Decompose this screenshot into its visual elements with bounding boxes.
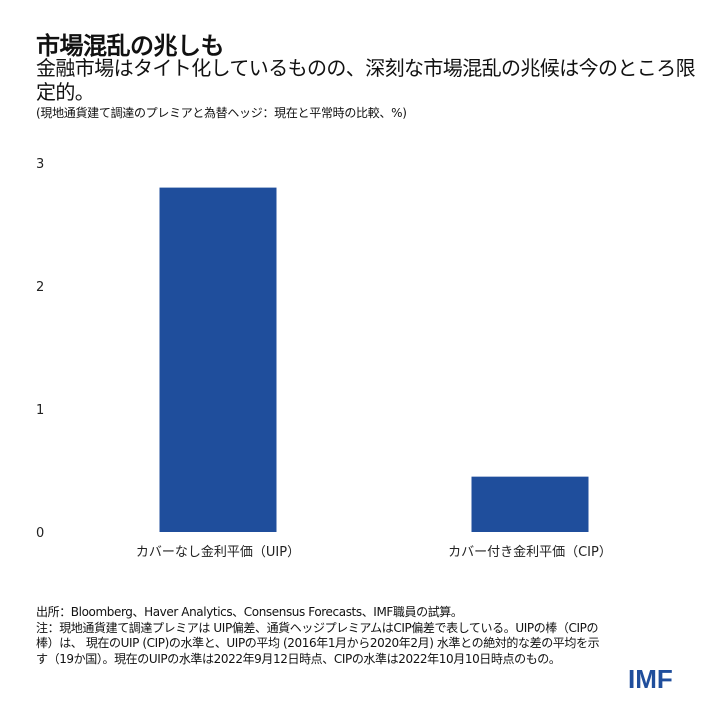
y-tick-label: 0 [36,526,44,541]
imf-logo: IMF [628,664,673,694]
unit-note: (現地通貨建て調達のプレミアと為替ヘッジ：現在と平常時の比較、%) [36,106,407,120]
chart-subtitle: 金融市場はタイト化しているものの、深刻な市場混乱の兆候は今のところ限定的。 [36,56,696,104]
y-tick-label: 2 [36,280,44,295]
x-tick-label: カバーなし金利平価（UIP） [136,544,300,560]
chart-title: 市場混乱の兆しも [36,32,225,60]
footnotes: 出所：Bloomberg、Haver Analytics、Consensus F… [36,605,606,667]
bar [471,476,589,532]
source-note: 出所：Bloomberg、Haver Analytics、Consensus F… [36,605,463,619]
y-tick-label: 3 [36,157,44,172]
y-tick-label: 1 [36,403,44,418]
bar [159,187,277,532]
bar-chart: 0 1 2 3 カバーなし金利平価（UIP） カバー付き金利平価（CIP） [36,157,612,560]
note-text: 注：現地通貨建て調達プレミアは UIP偏差、通貨ヘッジプレミアムはCIP偏差で表… [36,620,600,666]
x-tick-label: カバー付き金利平価（CIP） [448,544,612,560]
